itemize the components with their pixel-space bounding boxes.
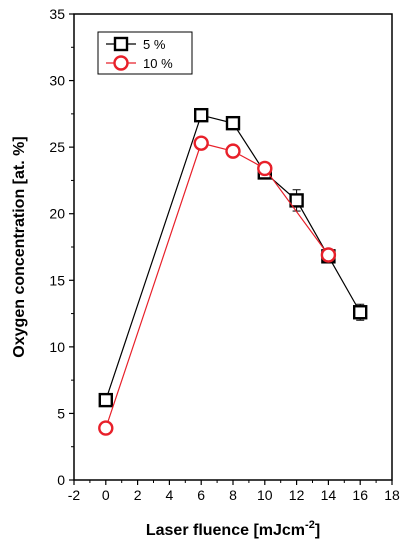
plot-area (98, 107, 368, 436)
y-axis-title: Oxygen concentration [at. %] (11, 136, 28, 357)
y-tick-label-4: 20 (49, 206, 65, 222)
legend-marker-0 (113, 36, 129, 52)
series-0-point-0 (98, 392, 114, 408)
y-tick-label-3: 15 (49, 272, 65, 288)
legend-label-0: 5 % (143, 37, 166, 52)
y-tick-label-0: 0 (57, 472, 65, 488)
series-0-point-6 (353, 305, 368, 320)
series-1-line (105, 142, 329, 429)
series-1-point-4 (320, 247, 337, 263)
x-tick-label-3: 4 (166, 487, 174, 503)
x-tick-label-4: 6 (197, 487, 205, 503)
series-1-point-1 (193, 135, 209, 151)
x-tick-label-5: 8 (229, 487, 237, 503)
x-tick-label-8: 14 (321, 487, 337, 503)
series-1-point-2 (225, 143, 241, 159)
x-tick-label-2: 2 (134, 487, 142, 503)
y-tick-label-5: 25 (49, 139, 65, 155)
y-tick-label-6: 30 (49, 73, 65, 89)
y-tick-label-7: 35 (49, 6, 65, 22)
series-0-point-1 (193, 107, 209, 123)
series-0-point-2 (225, 115, 241, 131)
plot-frame (73, 13, 393, 481)
series-1 (98, 135, 337, 436)
x-axis-title-end: ] (315, 522, 320, 539)
x-axis-title-superscript: -2 (305, 519, 315, 531)
legend-label-1: 10 % (143, 56, 173, 71)
series-1-point-0 (98, 420, 114, 436)
x-tick-label-6: 10 (257, 487, 273, 503)
x-axis-title: Laser fluence [mJcm-2] (146, 519, 320, 539)
legend-marker-1 (113, 55, 129, 71)
x-tick-label-7: 12 (289, 487, 305, 503)
legend-box (97, 31, 193, 75)
series-1-point-3 (257, 160, 273, 177)
y-tick-label-1: 5 (57, 405, 65, 421)
x-tick-label-1: 0 (102, 487, 110, 503)
x-tick-label-0: -2 (68, 487, 81, 503)
y-tick-label-2: 10 (49, 339, 65, 355)
x-tick-label-9: 16 (352, 487, 368, 503)
series-0-point-4 (289, 193, 304, 208)
x-axis-title-main: Laser fluence [mJcm (146, 522, 305, 539)
legend: 5 % 10 % (97, 31, 193, 75)
x-tick-label-10: 18 (384, 487, 400, 503)
